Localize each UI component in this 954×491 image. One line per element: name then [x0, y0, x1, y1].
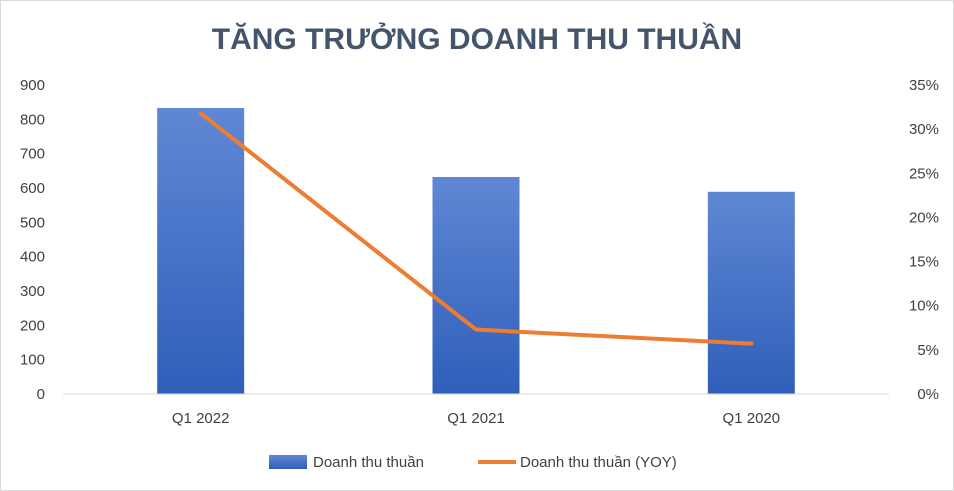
bar [432, 177, 520, 394]
right-tick-label: 0% [917, 386, 939, 403]
x-tick-label: Q1 2020 [723, 410, 781, 427]
chart-title: TĂNG TRƯỞNG DOANH THU THUẦN [212, 22, 742, 56]
left-tick-label: 200 [20, 317, 45, 334]
legend-label-line: Doanh thu thuần (YOY) [520, 454, 677, 471]
left-tick-label: 500 [20, 214, 45, 231]
x-axis: Q1 2022 Q1 2021 Q1 2020 [172, 410, 780, 427]
right-axis: 0% 5% 10% 15% 20% 25% 30% 35% [909, 77, 939, 403]
legend: Doanh thu thuần Doanh thu thuần (YOY) [269, 454, 677, 471]
left-axis: 0 100 200 300 400 500 600 700 800 900 [20, 77, 45, 403]
right-tick-label: 35% [909, 77, 939, 94]
x-tick-label: Q1 2022 [172, 410, 230, 427]
legend-label-bar: Doanh thu thuần [313, 454, 424, 471]
left-tick-label: 900 [20, 77, 45, 94]
left-tick-label: 300 [20, 283, 45, 300]
right-tick-label: 10% [909, 298, 939, 315]
right-tick-label: 30% [909, 121, 939, 138]
right-tick-label: 20% [909, 209, 939, 226]
right-tick-label: 15% [909, 254, 939, 271]
left-tick-label: 600 [20, 180, 45, 197]
legend-swatch-bar [269, 455, 307, 469]
bar [707, 191, 795, 394]
right-tick-label: 5% [917, 342, 939, 359]
left-tick-label: 100 [20, 352, 45, 369]
left-tick-label: 700 [20, 146, 45, 163]
line-series [198, 111, 754, 346]
left-tick-label: 400 [20, 249, 45, 266]
left-tick-label: 800 [20, 111, 45, 128]
right-tick-label: 25% [909, 165, 939, 182]
bar [157, 108, 245, 395]
left-tick-label: 0 [37, 386, 45, 403]
x-tick-label: Q1 2021 [447, 410, 505, 427]
bar-series [157, 108, 795, 395]
